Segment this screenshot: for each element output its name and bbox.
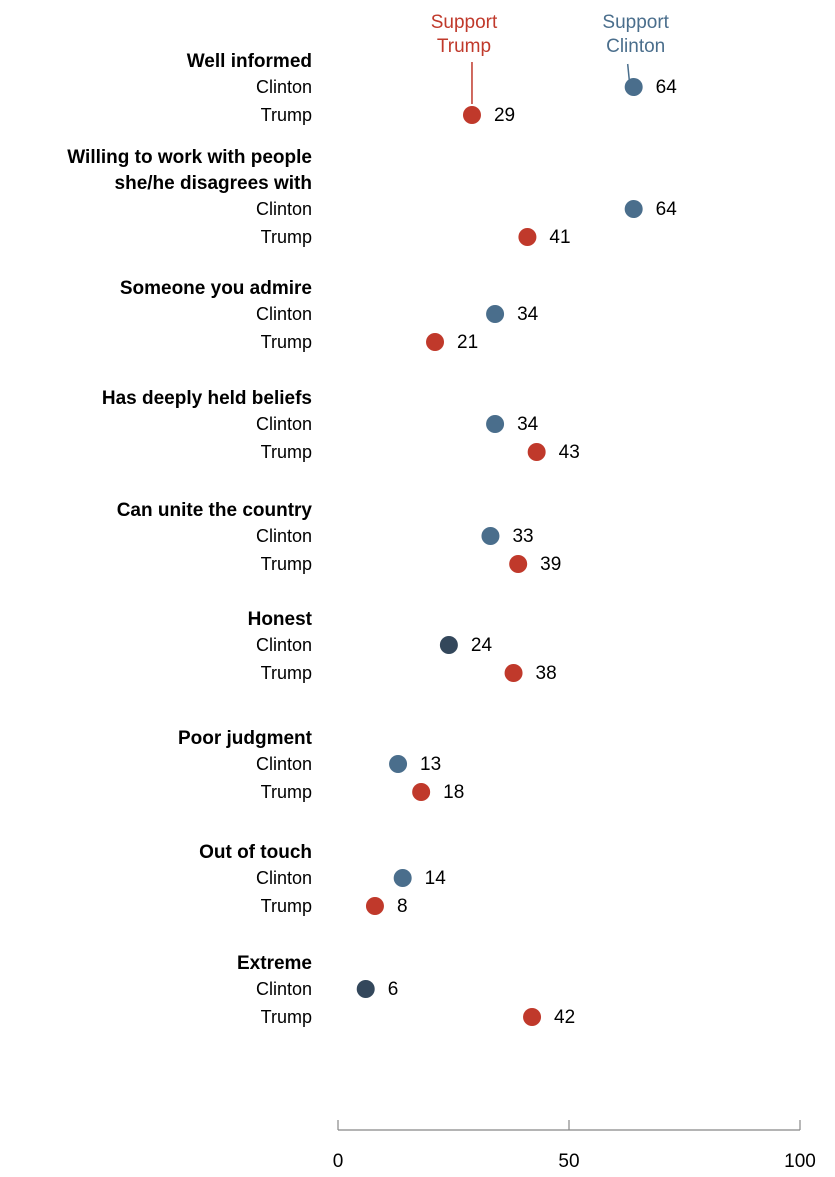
clinton-point (389, 755, 408, 773)
x-tick-label: 0 (333, 1151, 344, 1172)
trump-point (412, 783, 431, 801)
trump-row-label: Trump (261, 896, 312, 916)
category-label: Extreme (237, 953, 312, 974)
clinton-row-label: Clinton (256, 199, 312, 219)
clinton-value-label: 33 (512, 526, 533, 547)
trump-point (462, 106, 481, 124)
trump-row-label: Trump (261, 105, 312, 125)
clinton-point (486, 415, 505, 433)
legend-clinton-label: Support (602, 12, 669, 33)
trump-point (365, 897, 384, 915)
trump-value-label: 39 (540, 554, 561, 575)
clinton-row-label: Clinton (256, 868, 312, 888)
trump-point (518, 228, 537, 246)
trump-value-label: 42 (554, 1007, 575, 1028)
category-group: Out of touch Clinton Trump 14 8 (199, 842, 446, 917)
clinton-point (481, 527, 500, 545)
category-label: Honest (248, 609, 313, 630)
trump-value-label: 41 (549, 227, 570, 248)
trump-value-label: 21 (457, 332, 478, 353)
trump-point (527, 443, 546, 461)
legend-trump-label: Support (431, 12, 498, 33)
clinton-point (624, 78, 643, 96)
trump-value-label: 43 (559, 442, 580, 463)
x-tick-label: 50 (558, 1151, 579, 1172)
trump-row-label: Trump (261, 227, 312, 247)
trump-point (504, 664, 523, 682)
trump-value-label: 8 (397, 896, 408, 917)
trump-value-label: 29 (494, 105, 515, 126)
trump-row-label: Trump (261, 554, 312, 574)
trump-value-label: 38 (536, 663, 557, 684)
trump-point (509, 555, 528, 573)
category-group: Extreme Clinton Trump 6 42 (237, 953, 575, 1028)
trump-row-label: Trump (261, 663, 312, 683)
category-label: Poor judgment (178, 728, 313, 749)
clinton-row-label: Clinton (256, 414, 312, 434)
clinton-point (393, 869, 412, 887)
trump-row-label: Trump (261, 442, 312, 462)
category-group: Can unite the country Clinton Trump 33 39 (117, 500, 562, 575)
trump-value-label: 18 (443, 782, 464, 803)
clinton-row-label: Clinton (256, 304, 312, 324)
category-label: Willing to work with people (67, 147, 312, 168)
trump-row-label: Trump (261, 1007, 312, 1027)
clinton-point (624, 200, 643, 218)
clinton-row-label: Clinton (256, 979, 312, 999)
clinton-row-label: Clinton (256, 526, 312, 546)
legend-trump-label: Trump (437, 36, 491, 57)
clinton-value-label: 34 (517, 414, 539, 435)
category-group: Willing to work with people she/he disagr… (67, 147, 677, 248)
category-label: she/he disagrees with (115, 173, 312, 194)
clinton-value-label: 64 (656, 199, 678, 220)
clinton-value-label: 24 (471, 635, 493, 656)
clinton-point (486, 305, 505, 323)
category-label: Out of touch (199, 842, 312, 863)
clinton-value-label: 6 (388, 979, 399, 1000)
legend: Support Trump Support Clinton (431, 12, 670, 104)
category-group: Honest Clinton Trump 24 38 (248, 609, 557, 684)
trump-row-label: Trump (261, 332, 312, 352)
clinton-row-label: Clinton (256, 754, 312, 774)
x-tick-label: 100 (784, 1151, 816, 1172)
clinton-point (356, 980, 375, 998)
category-label: Well informed (187, 51, 312, 72)
category-label: Someone you admire (120, 278, 312, 299)
category-group: Well informed Clinton Trump 64 29 (187, 51, 678, 126)
clinton-value-label: 13 (420, 754, 441, 775)
trump-point (426, 333, 445, 351)
category-label: Has deeply held beliefs (102, 388, 312, 409)
clinton-value-label: 14 (425, 868, 447, 889)
trump-row-label: Trump (261, 782, 312, 802)
x-axis: 0 50 100 (333, 1120, 816, 1172)
chart-rows: Well informed Clinton Trump 64 29 Willing to … (67, 51, 677, 1028)
category-group: Someone you admire Clinton Trump 34 21 (120, 278, 539, 353)
category-group: Has deeply held beliefs Clinton Trump 34 43 (102, 388, 580, 463)
trump-point (523, 1008, 542, 1026)
category-label: Can unite the country (117, 500, 313, 521)
clinton-row-label: Clinton (256, 635, 312, 655)
clinton-row-label: Clinton (256, 77, 312, 97)
clinton-value-label: 34 (517, 304, 539, 325)
clinton-point (439, 636, 458, 654)
clinton-value-label: 64 (656, 77, 678, 98)
legend-clinton-label: Clinton (606, 36, 665, 57)
